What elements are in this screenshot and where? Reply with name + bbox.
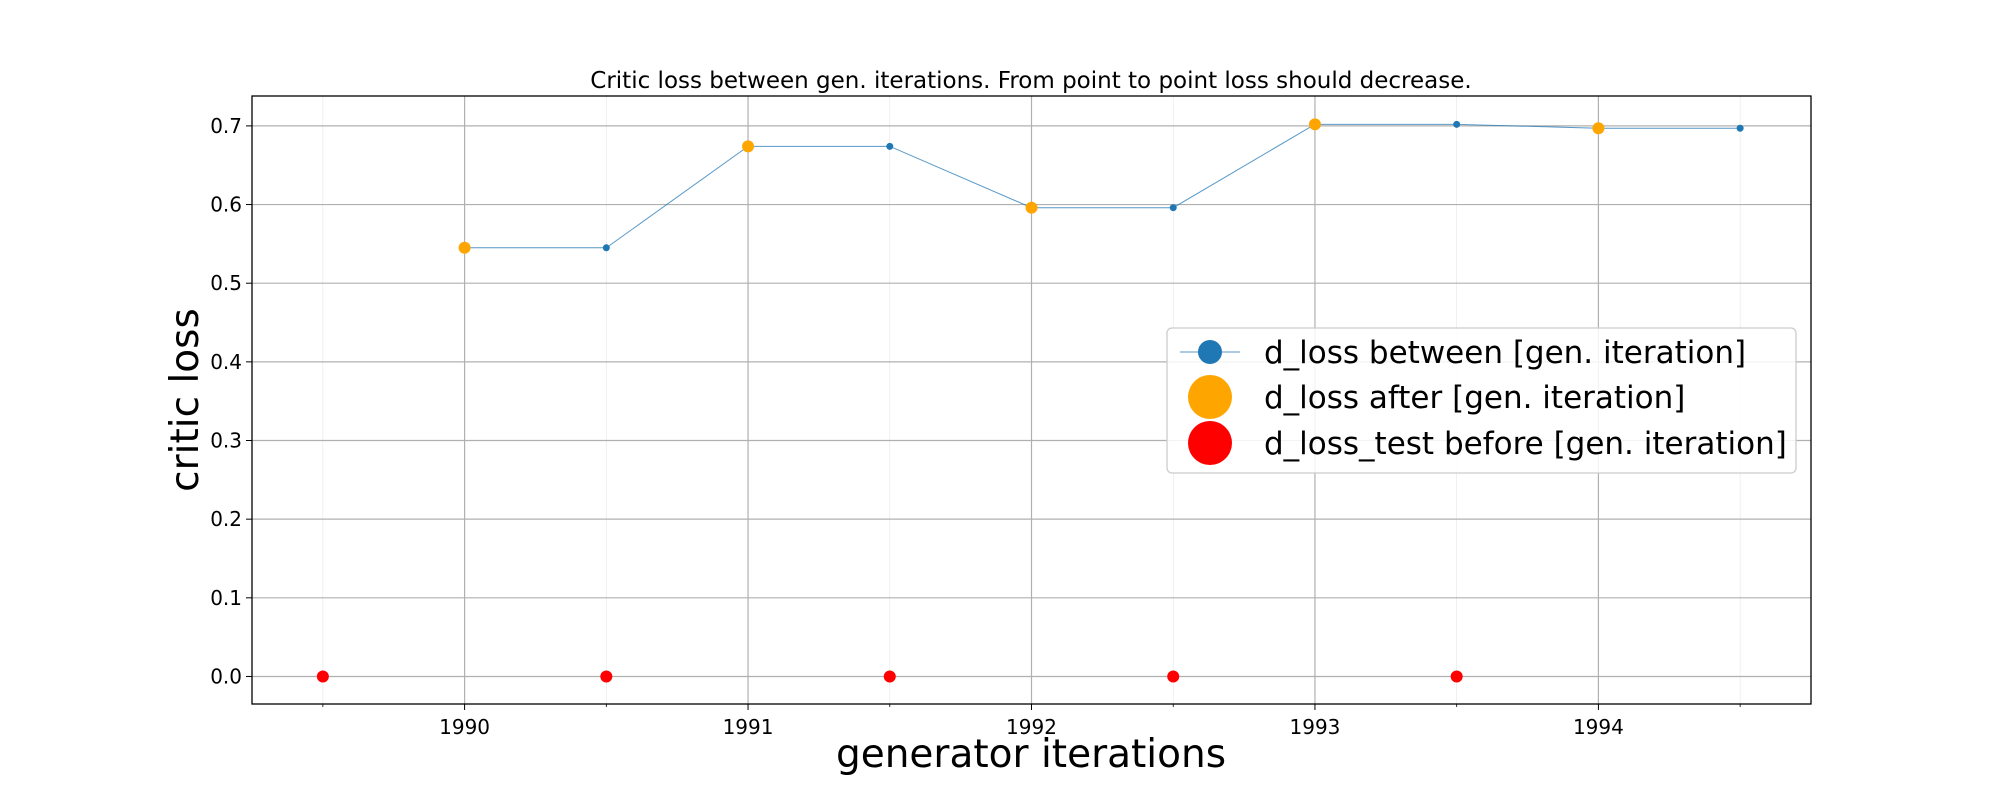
point-d-loss-test-before-0 bbox=[316, 670, 329, 683]
x-tick-label-1: 1991 bbox=[723, 715, 774, 739]
legend-label-d-loss-test-before: d_loss_test before [gen. iteration] bbox=[1264, 426, 1787, 462]
legend-marker-d-loss-test-before bbox=[1188, 421, 1232, 465]
y-tick-label-7: 0.7 bbox=[210, 114, 242, 138]
x-tick-label-3: 1993 bbox=[1290, 715, 1341, 739]
y-tick-label-2: 0.2 bbox=[210, 507, 242, 531]
point-d-loss-after-4 bbox=[1592, 122, 1605, 135]
legend-box bbox=[1166, 327, 1797, 474]
y-tick-label-1: 0.1 bbox=[210, 586, 242, 610]
point-d-loss-test-before-4 bbox=[1450, 670, 1463, 683]
y-tick-label-4: 0.4 bbox=[210, 350, 242, 374]
point-d-loss-test-before-2 bbox=[883, 670, 896, 683]
x-axis-label: generator iterations bbox=[836, 732, 1226, 777]
legend-marker-d-loss-after bbox=[1188, 375, 1232, 419]
x-tick-label-4: 1994 bbox=[1573, 715, 1624, 739]
series-d-loss-between-line bbox=[464, 123, 1741, 249]
point-d-loss-after-2 bbox=[1025, 201, 1038, 214]
y-tick-label-5: 0.5 bbox=[210, 271, 242, 295]
chart-title: Critic loss between gen. iterations. Fro… bbox=[590, 68, 1471, 94]
y-axis-label: critic loss bbox=[163, 308, 208, 492]
legend-marker-d-loss-between bbox=[1198, 340, 1222, 364]
point-d-loss-after-0 bbox=[458, 241, 471, 254]
series bbox=[316, 118, 1744, 683]
y-tick-label-3: 0.3 bbox=[210, 429, 242, 453]
point-d-loss-test-before-1 bbox=[600, 670, 613, 683]
legend-label-d-loss-between: d_loss between [gen. iteration] bbox=[1264, 335, 1746, 371]
legend-label-d-loss-after: d_loss after [gen. iteration] bbox=[1264, 380, 1685, 416]
x-tick-label-2: 1992 bbox=[1006, 715, 1057, 739]
point-d-loss-test-before-3 bbox=[1167, 670, 1180, 683]
point-d-loss-between-9 bbox=[1736, 124, 1744, 132]
point-d-loss-between-1 bbox=[602, 244, 610, 252]
point-d-loss-after-3 bbox=[1308, 118, 1321, 131]
x-tick-label-0: 1990 bbox=[439, 715, 490, 739]
point-d-loss-between-7 bbox=[1453, 120, 1461, 128]
ticks: 1990 1991 1992 1993 1994 0.0 0.1 0.2 0.3 0.4 0.5 0.… bbox=[210, 114, 1741, 739]
legend: d_loss between [gen. iteration] d_loss a… bbox=[1166, 327, 1797, 474]
point-d-loss-between-5 bbox=[1169, 204, 1177, 212]
point-d-loss-after-1 bbox=[742, 140, 755, 153]
point-d-loss-between-3 bbox=[886, 142, 894, 150]
y-tick-label-6: 0.6 bbox=[210, 193, 242, 217]
y-tick-label-0: 0.0 bbox=[210, 664, 242, 688]
